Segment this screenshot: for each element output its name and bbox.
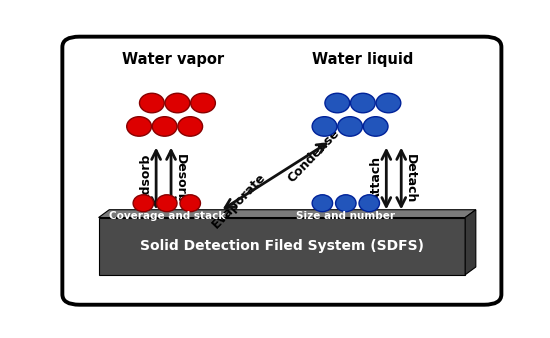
Ellipse shape (325, 93, 350, 113)
Ellipse shape (376, 93, 401, 113)
Ellipse shape (359, 195, 380, 212)
Ellipse shape (338, 117, 362, 136)
Text: Detach: Detach (404, 154, 417, 203)
Ellipse shape (140, 93, 164, 113)
Ellipse shape (364, 117, 388, 136)
Ellipse shape (312, 117, 337, 136)
Ellipse shape (350, 93, 375, 113)
Text: Water vapor: Water vapor (122, 52, 224, 67)
Polygon shape (98, 210, 476, 218)
Ellipse shape (165, 93, 190, 113)
Ellipse shape (133, 195, 153, 212)
Ellipse shape (178, 117, 202, 136)
Ellipse shape (126, 117, 151, 136)
Polygon shape (465, 210, 476, 275)
Ellipse shape (157, 195, 177, 212)
FancyBboxPatch shape (62, 37, 502, 305)
Ellipse shape (152, 117, 177, 136)
Text: Solid Detection Filed System (SDFS): Solid Detection Filed System (SDFS) (140, 239, 424, 253)
Text: Desorb: Desorb (174, 154, 187, 203)
Text: Coverage and stack: Coverage and stack (108, 211, 225, 221)
Polygon shape (98, 218, 465, 275)
Ellipse shape (191, 93, 216, 113)
Text: Size and number: Size and number (296, 211, 395, 221)
Text: Evaporate: Evaporate (210, 170, 269, 231)
Text: Attach: Attach (371, 155, 383, 201)
Ellipse shape (180, 195, 200, 212)
Ellipse shape (312, 195, 333, 212)
Ellipse shape (336, 195, 356, 212)
Text: Condense: Condense (285, 126, 342, 185)
Text: Adsorb: Adsorb (140, 154, 153, 203)
Text: Water liquid: Water liquid (312, 52, 414, 67)
